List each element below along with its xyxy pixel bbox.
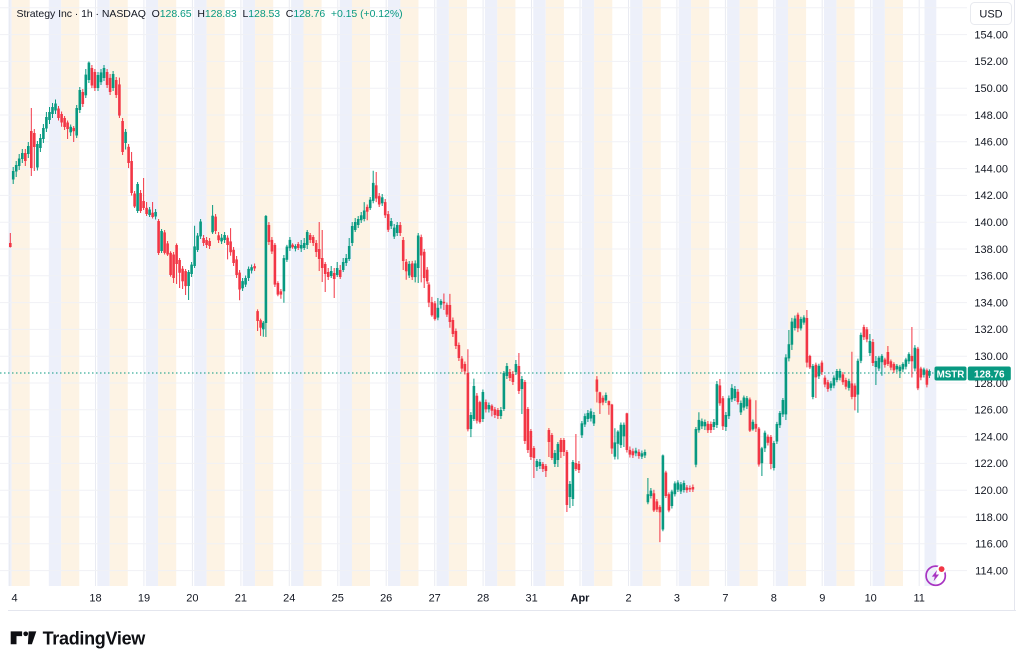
svg-text:144.00: 144.00: [974, 163, 1008, 175]
svg-text:4: 4: [11, 593, 17, 605]
svg-text:122.00: 122.00: [974, 458, 1008, 470]
svg-text:114.00: 114.00: [975, 565, 1008, 577]
svg-text:TradingView: TradingView: [43, 628, 147, 648]
svg-text:124.00: 124.00: [974, 431, 1008, 443]
svg-text:118.00: 118.00: [975, 512, 1008, 524]
svg-text:8: 8: [771, 593, 777, 605]
svg-text:3: 3: [674, 593, 680, 605]
svg-text:Apr: Apr: [571, 593, 591, 605]
svg-text:9: 9: [819, 593, 825, 605]
svg-text:116.00: 116.00: [975, 539, 1008, 551]
svg-text:126.00: 126.00: [974, 405, 1008, 417]
svg-text:MSTR: MSTR: [937, 369, 965, 380]
svg-text:26: 26: [380, 593, 392, 605]
svg-text:11: 11: [913, 593, 924, 605]
svg-text:142.00: 142.00: [974, 190, 1008, 202]
svg-text:120.00: 120.00: [974, 485, 1008, 497]
svg-text:27: 27: [429, 593, 441, 605]
svg-text:140.00: 140.00: [974, 217, 1008, 229]
svg-text:152.00: 152.00: [974, 56, 1008, 68]
svg-text:132.00: 132.00: [974, 324, 1008, 336]
svg-text:10: 10: [865, 593, 877, 605]
svg-text:19: 19: [138, 593, 150, 605]
svg-text:7: 7: [722, 593, 728, 605]
svg-text:21: 21: [235, 593, 247, 605]
svg-text:154.00: 154.00: [974, 29, 1008, 41]
svg-text:2: 2: [625, 593, 631, 605]
svg-text:136.00: 136.00: [974, 271, 1008, 283]
svg-text:138.00: 138.00: [974, 244, 1008, 256]
svg-text:134.00: 134.00: [974, 297, 1008, 309]
svg-text:130.00: 130.00: [974, 351, 1008, 363]
svg-text:150.00: 150.00: [974, 83, 1008, 95]
svg-text:128.76: 128.76: [974, 369, 1005, 380]
svg-text:Strategy Inc · 1h · NASDAQ O1: Strategy Inc · 1h · NASDAQ O128.65 H128.…: [17, 8, 403, 20]
svg-text:128.00: 128.00: [974, 378, 1008, 390]
svg-text:31: 31: [525, 593, 537, 605]
svg-text:18: 18: [89, 593, 101, 605]
svg-text:28: 28: [477, 593, 489, 605]
svg-text:USD: USD: [979, 8, 1002, 20]
svg-text:148.00: 148.00: [974, 110, 1008, 122]
svg-text:20: 20: [186, 593, 198, 605]
svg-text:25: 25: [332, 593, 344, 605]
svg-text:146.00: 146.00: [974, 137, 1008, 149]
svg-text:24: 24: [283, 593, 295, 605]
